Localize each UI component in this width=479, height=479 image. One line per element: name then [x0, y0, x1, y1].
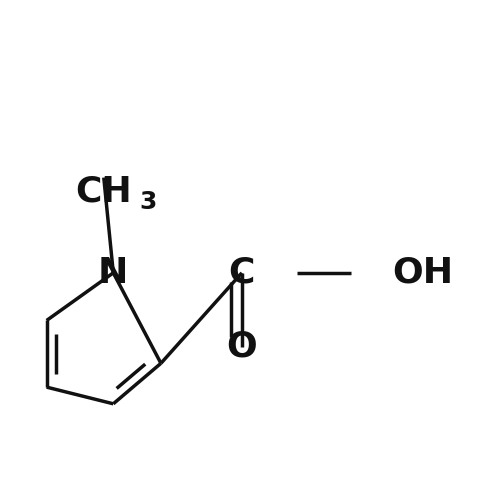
Text: OH: OH [392, 256, 453, 290]
Text: N: N [98, 256, 128, 290]
Text: 3: 3 [139, 190, 157, 215]
Text: CH: CH [75, 175, 132, 209]
Text: C: C [228, 256, 255, 290]
Text: O: O [227, 330, 257, 364]
